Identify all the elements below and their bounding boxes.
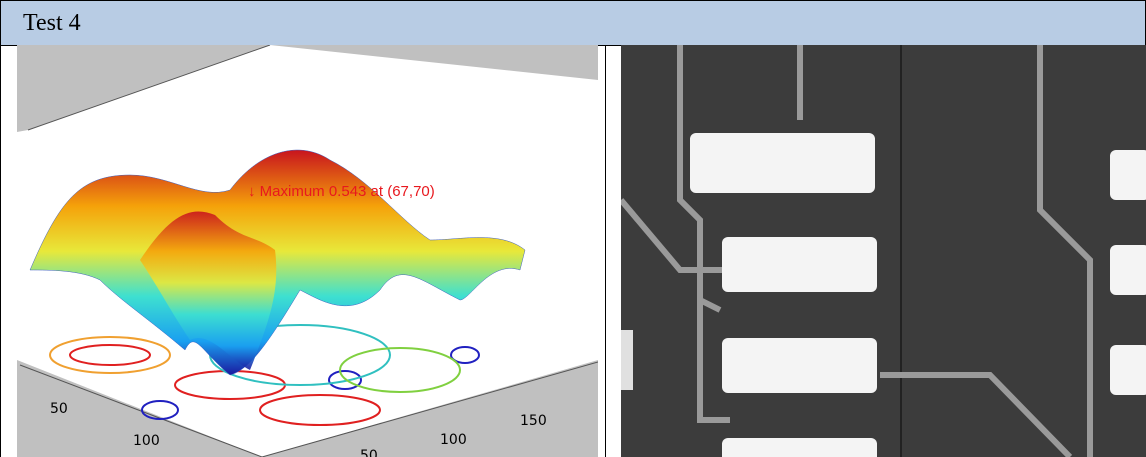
table-body: ↓ Maximum 0.543 at (67,70) 50 100 150 10… <box>0 0 1146 457</box>
pcb-image <box>621 45 1146 457</box>
axis-label: 100 <box>440 432 467 448</box>
axis-label: 50 <box>360 448 378 457</box>
axis-label: 50 <box>50 401 68 417</box>
page: Test 4 ↓ Maximum <box>0 0 1146 457</box>
axis-label: 100 <box>133 433 160 449</box>
axis-label: 150 <box>520 413 547 429</box>
surface-plot-image: ↓ Maximum 0.543 at (67,70) 50 100 150 10… <box>17 45 598 457</box>
max-annotation: ↓ Maximum 0.543 at (67,70) <box>248 183 435 200</box>
